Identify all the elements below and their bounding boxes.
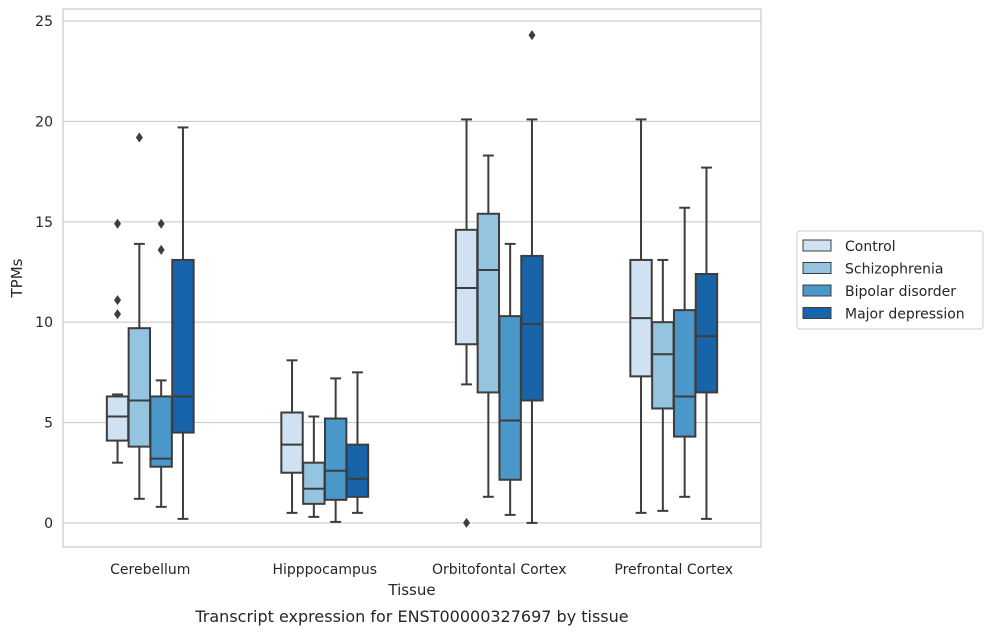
legend: Control Schizophrenia Bipolar disorder Majo…	[796, 230, 984, 330]
chart-caption: Transcript expression for ENST0000032769…	[194, 607, 628, 626]
legend-label: Bipolar disorder	[845, 284, 956, 300]
x-tick-label: Cerebellum	[110, 562, 190, 578]
legend-label: Schizophrenia	[845, 262, 943, 278]
y-tick-label: 15	[35, 215, 53, 231]
legend-swatch	[802, 307, 832, 319]
legend-swatch	[802, 284, 832, 297]
legend-swatch	[802, 239, 832, 252]
iqr-box	[454, 228, 479, 346]
iqr-box	[127, 327, 152, 448]
box-0-1	[127, 132, 152, 500]
outlier-point	[114, 295, 122, 306]
box-3-3	[694, 166, 719, 520]
outlier-point	[114, 309, 122, 320]
legend-label: Major depression	[845, 307, 965, 323]
outlier-point	[135, 132, 143, 143]
box-1-1	[302, 415, 326, 518]
box-1-3	[345, 371, 370, 514]
plot-frame	[62, 8, 762, 548]
x-tick-label: Hipppocampus	[272, 562, 377, 578]
box-0-2	[149, 218, 173, 508]
iqr-box	[323, 417, 348, 501]
box-1-0	[280, 359, 304, 514]
iqr-box	[672, 309, 697, 438]
iqr-box	[302, 461, 326, 505]
x-tick-label: Orbitofontal Cortex	[432, 562, 567, 578]
outlier-point	[463, 517, 471, 528]
iqr-box	[345, 443, 370, 498]
iqr-box	[694, 272, 719, 394]
box-2-1	[476, 154, 501, 498]
legend-swatch	[802, 262, 832, 274]
iqr-box	[105, 395, 130, 442]
x-tick-label: Prefrontal Cortex	[614, 562, 733, 578]
y-tick-label: 0	[44, 516, 53, 532]
iqr-box	[498, 315, 522, 481]
legend-frame	[796, 230, 984, 330]
box-3-0	[629, 118, 653, 514]
y-tick-label: 5	[44, 416, 53, 432]
iqr-box	[651, 321, 675, 410]
iqr-box	[280, 411, 304, 474]
y-tick-label: 10	[35, 315, 53, 331]
y-axis-title: TPMs	[8, 258, 26, 298]
box-0-0	[105, 218, 130, 464]
box-3-2	[672, 206, 697, 498]
box-1-2	[323, 377, 348, 523]
iqr-box	[476, 212, 501, 394]
outlier-point	[528, 30, 536, 41]
outlier-point	[114, 218, 122, 229]
y-axis: 0 5 10 15 20 25	[35, 14, 53, 532]
outlier-point	[157, 244, 165, 255]
box-2-2	[498, 242, 522, 516]
x-axis-title: Tissue	[387, 581, 435, 599]
box-2-3	[520, 30, 544, 524]
legend-label: Control	[845, 239, 896, 255]
y-tick-label: 25	[35, 14, 53, 30]
iqr-box	[171, 258, 195, 434]
box-0-3	[171, 126, 195, 520]
iqr-box	[149, 395, 173, 468]
iqr-box	[520, 254, 544, 402]
outlier-point	[157, 218, 165, 229]
y-tick-label: 20	[35, 114, 53, 130]
box-plot-series	[105, 30, 719, 528]
box-3-1	[651, 258, 675, 512]
box-2-0	[454, 118, 479, 528]
x-axis: Cerebellum Hipppocampus Orbitofontal Corte…	[110, 562, 733, 578]
